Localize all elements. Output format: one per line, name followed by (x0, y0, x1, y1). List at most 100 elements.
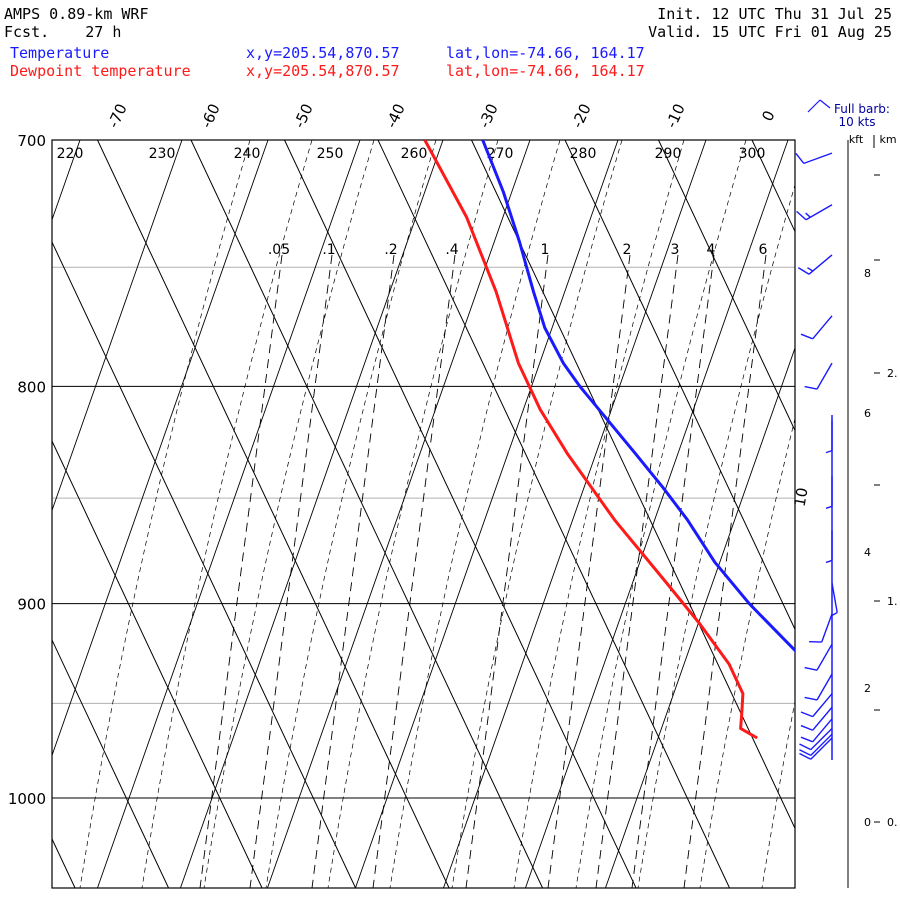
wind-barb (800, 693, 833, 718)
wind-barb (825, 530, 833, 564)
km-tick-label: 0. (887, 816, 898, 829)
dewpoint-profile (423, 140, 758, 740)
kft-unit-label: kft (849, 133, 864, 146)
dry-adiabat-label: 270 (487, 146, 514, 162)
isotherm-line (52, 439, 263, 888)
wind-barb (796, 204, 833, 221)
dry-adiabat-label: 300 (739, 146, 766, 162)
isotherm-line (564, 140, 795, 631)
mixing-ratio-line (595, 254, 679, 888)
km-tick-label: 1. (887, 595, 898, 608)
wind-barb (799, 737, 833, 760)
mixing-ratio-line (631, 254, 715, 888)
isotherm-tick-label: -40 (382, 101, 409, 131)
wind-barbs (795, 152, 838, 760)
wind-barb (825, 476, 833, 510)
grid-lines (52, 140, 900, 888)
wind-barb (804, 362, 833, 390)
isotherm-tick-label: -30 (475, 101, 502, 131)
moist-adiabat-line (79, 140, 251, 888)
moist-adiabat-line (203, 140, 375, 888)
moist-adiabat-line (327, 140, 499, 888)
kft-tick-label: 8 (864, 267, 871, 280)
mixing-ratio-label: 4 (707, 242, 716, 258)
init-time: Init. 12 UTC Thu 31 Jul 25 (657, 5, 892, 23)
dry-adiabat-label: 280 (570, 146, 597, 162)
valid-time: Valid. 15 UTC Fri 01 Aug 25 (648, 23, 892, 41)
isotherm-line (97, 140, 450, 888)
dry-adiabat-line (52, 140, 183, 512)
isotherm-line (190, 140, 544, 888)
dry-adiabat-line (97, 140, 361, 888)
dry-adiabat-line (52, 140, 269, 757)
kft-tick-label: 0 (864, 816, 871, 829)
km-tick-label: 2. (887, 367, 898, 380)
legend-dewpoint: Dewpoint temperature (10, 62, 191, 80)
isotherm-tick-label: 0 (758, 108, 778, 124)
isotherm-line (846, 140, 900, 888)
moist-adiabat-line (513, 140, 685, 888)
isotherm-tick-label: -20 (568, 101, 595, 131)
moist-adiabat-line (265, 140, 437, 888)
mixing-ratio-label: .1 (322, 242, 335, 258)
isotherm-line (377, 140, 731, 888)
wind-barb (799, 727, 833, 751)
dry-adiabat-line (525, 140, 789, 888)
legend-temperature: Temperature (10, 44, 110, 62)
dewpoint-latlon: lat,lon=-74.66, 164.17 (446, 62, 645, 80)
dry-adiabat-line (52, 140, 81, 222)
dry-adiabat-line (180, 140, 444, 888)
pressure-tick-label: 800 (17, 378, 46, 396)
isotherm-tick-label: -60 (197, 101, 224, 131)
dry-adiabat-label: 240 (234, 146, 261, 162)
dry-adiabat-line (605, 346, 795, 888)
mixing-ratio-line (249, 254, 333, 888)
dewpoint-xy: x,y=205.54,870.57 (246, 62, 400, 80)
dry-adiabat-line (355, 140, 619, 888)
mixing-ratio-line (372, 254, 456, 888)
pressure-tick-label: 700 (17, 132, 46, 150)
isotherm-tick-label: -70 (104, 101, 131, 131)
temperature-profile (481, 140, 795, 653)
moist-adiabat-line (389, 140, 561, 888)
isotherm-line (52, 638, 170, 888)
dry-adiabat-line (443, 140, 707, 888)
moist-adiabat-line (141, 140, 313, 888)
dry-adiabat-label: 230 (149, 146, 176, 162)
km-unit-label: km (879, 133, 896, 146)
mixing-ratio-label: 6 (759, 242, 768, 258)
moist-adiabat-line (761, 699, 795, 888)
mixing-ratio-label: 3 (671, 242, 680, 258)
moist-adiabat-line (451, 140, 623, 888)
mixing-ratio-label: .2 (384, 242, 397, 258)
isotherm-line (284, 140, 637, 888)
moist-adiabat-line (575, 140, 747, 888)
barb-legend-line2: 10 kts (839, 115, 876, 129)
wind-barb (804, 643, 833, 671)
wind-barb (800, 718, 833, 743)
dry-adiabat-line (267, 140, 531, 888)
model-title: AMPS 0.89-km WRF (4, 5, 149, 23)
wind-barb (797, 254, 833, 275)
isotherm-line (471, 140, 795, 830)
mixing-ratio-line (683, 254, 767, 888)
wind-barb (804, 673, 833, 701)
mixing-ratio-label: 1 (541, 242, 550, 258)
mixing-ratio-label: .05 (268, 242, 290, 258)
wind-barb (799, 733, 833, 757)
forecast-hour: Fcst. 27 h (4, 23, 122, 41)
temperature-xy: x,y=205.54,870.57 (246, 44, 400, 62)
isotherm-line (751, 140, 795, 233)
dry-adiabat-label: 260 (401, 146, 428, 162)
kft-tick-label: 4 (864, 546, 871, 559)
pressure-tick-label: 900 (17, 596, 46, 614)
mixing-ratio-line (311, 254, 395, 888)
mixing-ratio-line (465, 254, 549, 888)
wind-barb (809, 613, 833, 643)
isotherm-tick-label: -10 (662, 101, 689, 131)
moist-adiabat-line (637, 183, 795, 888)
kft-tick-label: 2 (864, 682, 871, 695)
wind-barb (800, 706, 833, 731)
mixing-ratio-line (547, 254, 631, 888)
